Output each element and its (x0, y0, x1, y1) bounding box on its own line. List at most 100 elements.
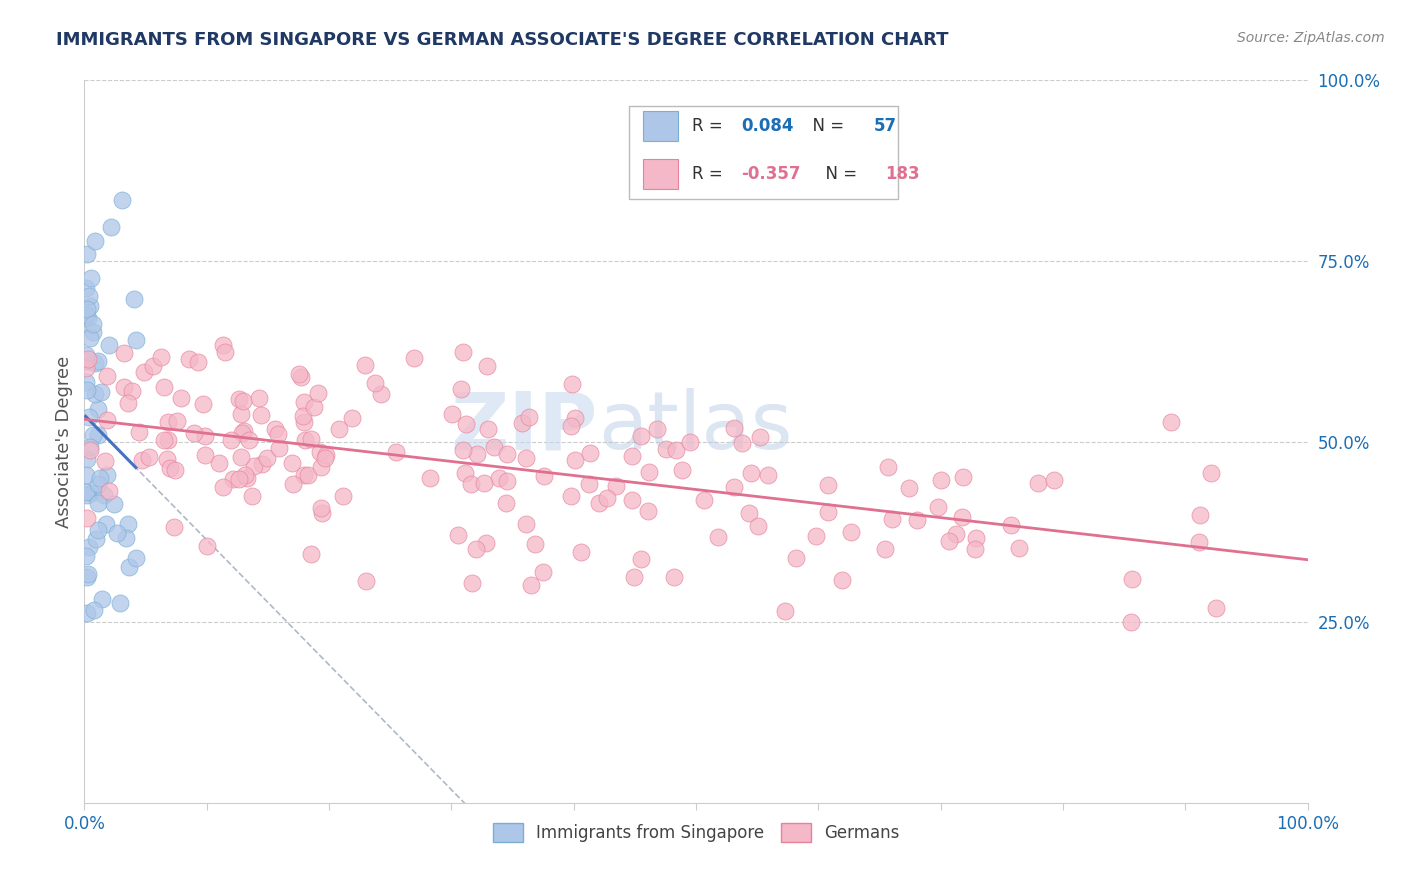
Point (533, 469, 555, 483)
Point (114, 531, 136, 545)
Point (1160, 415, 1182, 429)
Point (294, 433, 316, 447)
Point (1188, 535, 1211, 549)
Point (560, 419, 582, 434)
Point (79, 288, 101, 302)
Point (212, 480, 235, 494)
Point (98, 484, 121, 499)
Point (187, 355, 209, 369)
Point (153, 433, 176, 447)
Point (938, 533, 960, 548)
Point (655, 442, 678, 457)
Point (90, 385, 112, 400)
Point (290, 369, 312, 384)
Point (738, 506, 761, 520)
Point (231, 407, 253, 421)
Point (228, 392, 250, 406)
Point (222, 472, 245, 486)
Point (877, 460, 900, 475)
Point (183, 425, 205, 440)
Point (605, 479, 627, 493)
Point (621, 449, 644, 463)
Point (804, 528, 827, 542)
Point (247, 392, 270, 406)
Point (82, 427, 104, 442)
Point (950, 509, 973, 524)
Point (228, 472, 250, 486)
Point (191, 397, 214, 411)
Point (194, 449, 217, 463)
Point (965, 532, 987, 546)
Point (515, 451, 537, 466)
Point (287, 368, 309, 382)
Point (1199, 466, 1222, 480)
FancyBboxPatch shape (628, 105, 898, 200)
Text: R =: R = (692, 117, 728, 135)
Point (150, 350, 173, 364)
Point (138, 450, 160, 464)
Point (264, 422, 287, 436)
Point (510, 417, 533, 431)
Point (564, 453, 586, 467)
Point (156, 433, 179, 447)
Point (79, 299, 101, 313)
Point (465, 542, 488, 557)
Point (256, 451, 278, 466)
Point (121, 384, 143, 399)
Point (841, 524, 863, 539)
Point (231, 426, 253, 441)
Point (301, 547, 323, 561)
Point (169, 391, 191, 405)
Point (79, 540, 101, 554)
Point (370, 387, 392, 401)
Point (297, 467, 319, 482)
Point (80, 486, 103, 500)
Point (630, 429, 652, 443)
Point (103, 497, 125, 511)
Point (76, 607, 98, 621)
Point (117, 396, 139, 410)
Point (166, 414, 188, 428)
Point (242, 458, 264, 473)
Point (89, 471, 111, 485)
Text: Source: ZipAtlas.com: Source: ZipAtlas.com (1237, 31, 1385, 45)
Text: 183: 183 (886, 165, 920, 183)
Point (250, 408, 273, 422)
Point (569, 545, 592, 559)
Point (450, 382, 472, 396)
Point (159, 460, 181, 475)
Point (292, 416, 315, 430)
Point (179, 351, 201, 366)
Point (75, 348, 97, 362)
Point (75, 281, 97, 295)
Point (1000, 518, 1022, 533)
Point (402, 351, 425, 366)
Point (354, 358, 377, 372)
Point (637, 466, 659, 480)
Point (76, 311, 98, 326)
Point (561, 377, 583, 392)
Point (564, 411, 586, 425)
Point (267, 441, 290, 455)
Point (637, 504, 659, 518)
Point (132, 366, 155, 380)
Point (1043, 473, 1066, 487)
Point (131, 452, 153, 467)
Text: 0.084: 0.084 (741, 117, 794, 135)
Point (419, 471, 441, 485)
Point (723, 480, 745, 494)
Point (623, 569, 645, 583)
Point (309, 500, 332, 515)
Point (630, 552, 652, 566)
Point (238, 433, 260, 447)
Point (76, 569, 98, 583)
Point (207, 457, 229, 471)
Point (309, 445, 332, 459)
Point (122, 292, 145, 306)
Point (76, 567, 98, 582)
Text: N =: N = (814, 165, 862, 183)
Point (79, 331, 101, 345)
Point (304, 401, 326, 415)
Point (87, 524, 110, 538)
Point (477, 422, 499, 436)
